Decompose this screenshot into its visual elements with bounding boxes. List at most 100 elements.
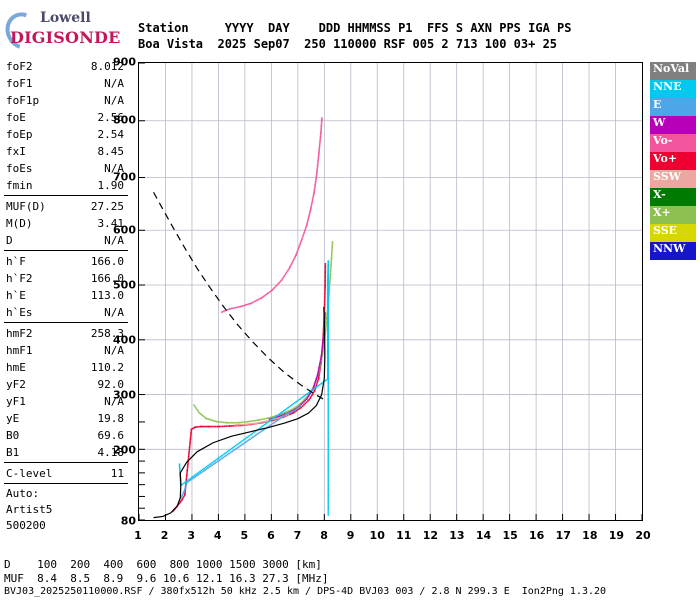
param-value: 166.0 xyxy=(90,272,124,285)
param-row-foe: foE 2.56 xyxy=(4,109,128,126)
legend-item-vo[interactable]: Vo+ xyxy=(650,152,696,170)
param-key: D xyxy=(6,234,13,247)
param-value: 11 xyxy=(110,467,124,480)
ionogram-plot-area[interactable] xyxy=(138,62,643,521)
param-row-hf2: h`F2 166.0 xyxy=(4,270,128,287)
param-row-md: M(D) 3.41 xyxy=(4,215,128,232)
param-value: N/A xyxy=(104,234,124,247)
param-value: 166.0 xyxy=(90,255,124,268)
legend-item-nne[interactable]: NNE xyxy=(650,80,696,98)
legend-item-x[interactable]: X+ xyxy=(650,206,696,224)
x-tick-label-13: 13 xyxy=(449,529,465,542)
y-tick-label-400: 400 xyxy=(113,333,136,347)
legend-item-nnw[interactable]: NNW xyxy=(650,242,696,260)
param-key: fxI xyxy=(6,145,26,158)
param-value: N/A xyxy=(104,306,124,319)
param-key: hmE xyxy=(6,361,26,374)
param-value: 1.90 xyxy=(97,179,125,192)
x-tick-label-8: 8 xyxy=(320,529,328,542)
param-divider xyxy=(4,462,128,463)
x-tick-label-14: 14 xyxy=(475,529,492,542)
direction-legend: NoVal NNE E W Vo- Vo+ SSW X- X+ SSE NNW xyxy=(650,62,696,260)
param-row-fxi: fxI 8.45 xyxy=(4,143,128,160)
x-tick-label-10: 10 xyxy=(369,529,385,542)
legend-item-w[interactable]: W xyxy=(650,116,696,134)
x-tick-label-19: 19 xyxy=(608,529,625,542)
param-key: B0 xyxy=(6,429,20,442)
param-row-fof1p: foF1p N/A xyxy=(4,92,128,109)
x-tick-label-15: 15 xyxy=(502,529,518,542)
y-tick-label-500: 500 xyxy=(113,278,136,292)
y-tick-label-80: 80 xyxy=(120,514,136,528)
param-key: hmF2 xyxy=(6,327,33,340)
param-key: h`Es xyxy=(6,306,33,319)
param-value: 110.2 xyxy=(90,361,124,374)
param-key: foF1 xyxy=(6,77,33,90)
param-value: N/A xyxy=(104,94,124,107)
param-footer-line: 500200 xyxy=(4,518,128,534)
ionogram-parameter-table: foF2 8.012 foF1 N/A foF1p N/A foE 2.56 foEp 2.54 f… xyxy=(4,58,128,534)
param-row-hf: h`F 166.0 xyxy=(4,253,128,270)
station-header: Station YYYY DAY DDD HHMMSS P1 FFS S AXN… xyxy=(138,20,571,52)
param-row-yf1: yF1 N/A xyxy=(4,393,128,410)
param-key: C-level xyxy=(6,467,53,480)
logo-digisonde-text: DIGISONDE xyxy=(10,28,121,47)
series-x-extraordinary-trace-green- xyxy=(193,241,334,424)
param-value: 19.8 xyxy=(97,412,125,425)
param-value: N/A xyxy=(104,344,124,357)
param-key: yE xyxy=(6,412,20,425)
param-key: foEs xyxy=(6,162,33,175)
param-row-mufd: MUF(D) 27.25 xyxy=(4,198,128,215)
legend-item-e[interactable]: E xyxy=(650,98,696,116)
lowell-digisonde-logo: Lowell DIGISONDE xyxy=(0,6,128,56)
param-value: 8.012 xyxy=(90,60,124,73)
x-tick-label-16: 16 xyxy=(529,529,545,542)
x-axis-labels: 1 2 3 4 5 6 7 8 9 10 11 12 13 14 15 16 17 18 19 20 xyxy=(134,527,650,545)
param-row-foes: foEs N/A xyxy=(4,160,128,177)
legend-item-x[interactable]: X- xyxy=(650,188,696,206)
x-tick-label-7: 7 xyxy=(293,529,302,542)
param-key: M(D) xyxy=(6,217,33,230)
param-key: MUF(D) xyxy=(6,200,46,213)
legend-item-noval[interactable]: NoVal xyxy=(650,62,696,80)
param-row-clevel: C-level 11 xyxy=(4,465,128,482)
x-tick-label-3: 3 xyxy=(187,529,195,542)
param-value: 69.6 xyxy=(97,429,125,442)
muf-distance-table: D 100 200 400 600 800 1000 1500 3000 [km… xyxy=(4,558,329,586)
x-tick-label-12: 12 xyxy=(422,529,439,542)
param-value: 113.0 xyxy=(90,289,124,302)
series-nne-trace-cyan- xyxy=(178,260,330,516)
series-muf-3000-curve-black-dashed- xyxy=(153,191,324,400)
x-tick-label-20: 20 xyxy=(635,529,651,542)
param-footer-line: Artist5 xyxy=(4,502,128,518)
y-tick-label-700: 700 xyxy=(113,170,136,184)
param-value: 27.25 xyxy=(90,200,124,213)
param-value: 4.18 xyxy=(97,446,125,459)
param-value: N/A xyxy=(104,162,124,175)
param-key: foEp xyxy=(6,128,33,141)
param-key: h`F xyxy=(6,255,26,268)
param-divider xyxy=(4,195,128,196)
series-profile-n-h-black-solid- xyxy=(153,306,326,519)
logo-lowell-text: Lowell xyxy=(40,10,91,26)
muf-table-line-muf: MUF 8.4 8.5 8.9 9.6 10.6 12.1 16.3 27.3 … xyxy=(4,572,329,585)
ionogram-canvas xyxy=(139,63,642,520)
y-tick-label-600: 600 xyxy=(113,223,136,237)
param-row-hmf1: hmF1 N/A xyxy=(4,342,128,359)
legend-item-vo[interactable]: Vo- xyxy=(650,134,696,152)
param-key: B1 xyxy=(6,446,20,459)
param-key: h`F2 xyxy=(6,272,33,285)
y-tick-label-900: 900 xyxy=(113,55,136,69)
param-footer-text: 500200 xyxy=(6,519,46,532)
legend-item-sse[interactable]: SSE xyxy=(650,224,696,242)
x-tick-label-1: 1 xyxy=(134,529,142,542)
legend-item-ssw[interactable]: SSW xyxy=(650,170,696,188)
param-key: foF1p xyxy=(6,94,40,107)
param-row-b1: B1 4.18 xyxy=(4,444,128,461)
param-row-fmin: fmin 1.90 xyxy=(4,177,128,194)
station-header-values: Boa Vista 2025 Sep07 250 110000 RSF 005 … xyxy=(138,37,558,51)
param-divider xyxy=(4,322,128,323)
file-info-line: BVJ03_2025250110000.RSF / 380fx512h 50 k… xyxy=(4,586,607,597)
param-footer-text: Artist5 xyxy=(6,503,53,516)
param-row-fof1: foF1 N/A xyxy=(4,75,128,92)
